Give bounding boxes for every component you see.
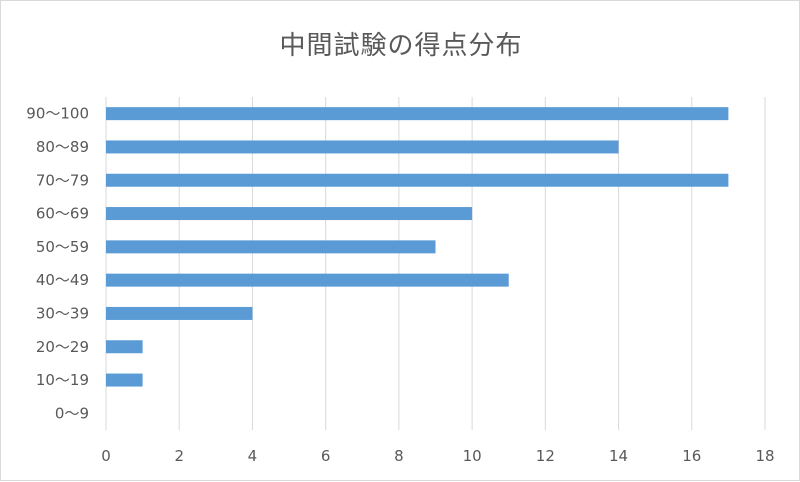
x-tick-label: 10 [463,447,482,465]
bar [106,140,619,154]
bar [106,373,143,387]
y-category-label: 30〜39 [36,304,89,322]
y-category-label: 60〜69 [36,205,89,223]
y-category-label: 70〜79 [36,171,89,189]
bar [106,306,253,320]
x-tick-label: 14 [609,447,628,465]
x-tick-label: 18 [755,447,774,465]
bar [106,273,509,287]
y-category-label: 0〜9 [55,404,89,422]
bar [106,340,143,354]
bar [106,173,729,187]
x-tick-label: 8 [394,447,404,465]
x-tick-label: 12 [536,447,555,465]
y-category-label: 80〜89 [36,138,89,156]
bar [106,107,729,121]
x-tick-label: 16 [682,447,701,465]
x-tick-label: 4 [248,447,258,465]
x-tick-label: 2 [174,447,184,465]
x-tick-label: 0 [101,447,111,465]
y-category-label: 50〜59 [36,238,89,256]
y-category-label: 10〜19 [36,371,89,389]
x-tick-label: 6 [321,447,331,465]
chart-title: 中間試験の得点分布 [279,31,523,61]
bar [106,240,436,254]
bar [106,207,473,221]
y-category-label: 40〜49 [36,271,89,289]
y-category-label: 90〜100 [26,105,89,123]
y-category-label: 20〜29 [36,338,89,356]
